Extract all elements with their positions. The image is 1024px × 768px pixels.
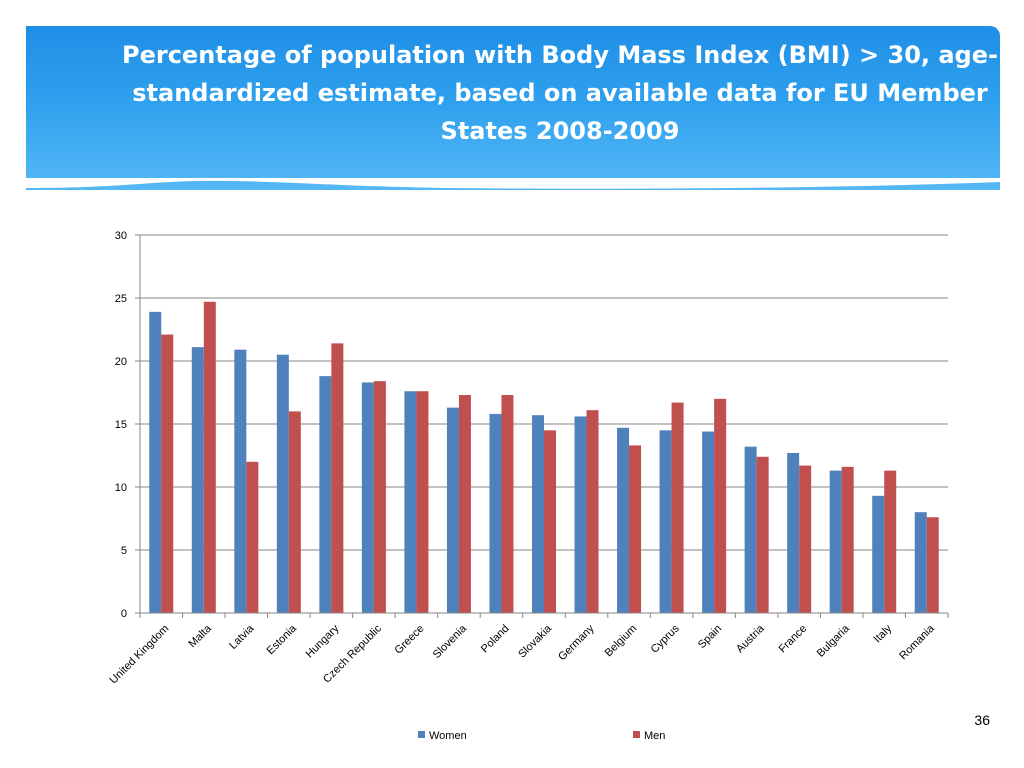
x-category-label: Slovenia [431, 622, 470, 661]
x-category-label: Germany [556, 622, 597, 663]
bar-women-estonia [276, 354, 289, 613]
x-category-label: Slovakia [516, 622, 555, 661]
bar-women-czech-republic [361, 382, 374, 613]
legend-swatch-men [633, 731, 640, 738]
x-category-label: Italy [872, 622, 895, 645]
bar-women-latvia [234, 349, 247, 613]
x-category-label: Estonia [265, 622, 300, 657]
legend-label-men: Men [644, 730, 665, 742]
legend-label-women: Women [429, 730, 467, 742]
y-tick-label: 15 [115, 419, 127, 431]
bar-women-germany [574, 416, 587, 613]
bar-men-greece [416, 391, 429, 613]
bar-women-romania [914, 512, 927, 613]
x-category-label: Spain [696, 623, 724, 651]
x-category-label: France [777, 623, 810, 656]
bar-women-slovenia [446, 407, 459, 613]
bar-men-belgium [629, 445, 642, 613]
bar-men-austria [756, 456, 769, 613]
bar-men-malta [203, 301, 216, 613]
bar-women-slovakia [532, 415, 544, 613]
x-category-label: Romania [897, 622, 937, 662]
bar-men-hungary [331, 343, 344, 613]
legend-swatch-women [418, 731, 425, 738]
title-banner [26, 26, 1000, 190]
bar-women-bulgaria [829, 470, 842, 613]
x-category-label: Hungary [304, 622, 342, 660]
bar-men-latvia [246, 461, 259, 613]
banner-wave [26, 178, 1000, 189]
y-tick-label: 0 [121, 608, 127, 620]
x-category-label: United Kingdom [108, 623, 172, 687]
slide-title: Percentage of population with Body Mass … [122, 41, 998, 145]
bar-women-malta [191, 347, 204, 613]
x-category-label: Austria [734, 622, 767, 655]
bar-women-hungary [319, 376, 332, 613]
bar-men-romania [926, 517, 939, 613]
bar-men-france [799, 465, 812, 613]
bar-men-bulgaria [841, 466, 854, 613]
bar-men-czech-republic [373, 381, 386, 613]
bar-men-slovenia [458, 395, 471, 613]
y-tick-label: 20 [115, 356, 127, 368]
y-tick-label: 25 [115, 293, 127, 305]
bar-women-belgium [617, 427, 630, 613]
x-category-label: Belgium [603, 623, 640, 660]
bar-men-united-kingdom [161, 334, 174, 613]
bar-women-italy [872, 495, 885, 613]
bar-men-slovakia [544, 430, 556, 613]
y-tick-label: 30 [115, 230, 127, 242]
bar-women-france [787, 452, 800, 613]
bar-men-spain [714, 398, 727, 613]
bar-men-estonia [288, 411, 301, 613]
bar-women-austria [744, 446, 757, 613]
bar-women-greece [404, 391, 417, 613]
x-category-label: Cyprus [649, 622, 682, 655]
page-number: 36 [974, 712, 990, 728]
x-category-label: Malta [186, 622, 214, 650]
bar-men-cyprus [671, 402, 684, 613]
bar-men-poland [501, 395, 514, 613]
bar-women-poland [489, 413, 502, 613]
x-category-label: Greece [393, 623, 427, 657]
x-category-label: Latvia [227, 622, 257, 652]
x-category-label: Bulgaria [815, 622, 853, 660]
y-tick-label: 10 [115, 482, 127, 494]
bar-men-italy [884, 470, 897, 613]
y-tick-label: 5 [121, 545, 127, 557]
bar-men-germany [586, 410, 599, 613]
x-category-label: Poland [479, 623, 512, 656]
bar-women-cyprus [659, 430, 672, 613]
bar-women-spain [702, 431, 715, 613]
bar-women-united-kingdom [149, 311, 162, 613]
